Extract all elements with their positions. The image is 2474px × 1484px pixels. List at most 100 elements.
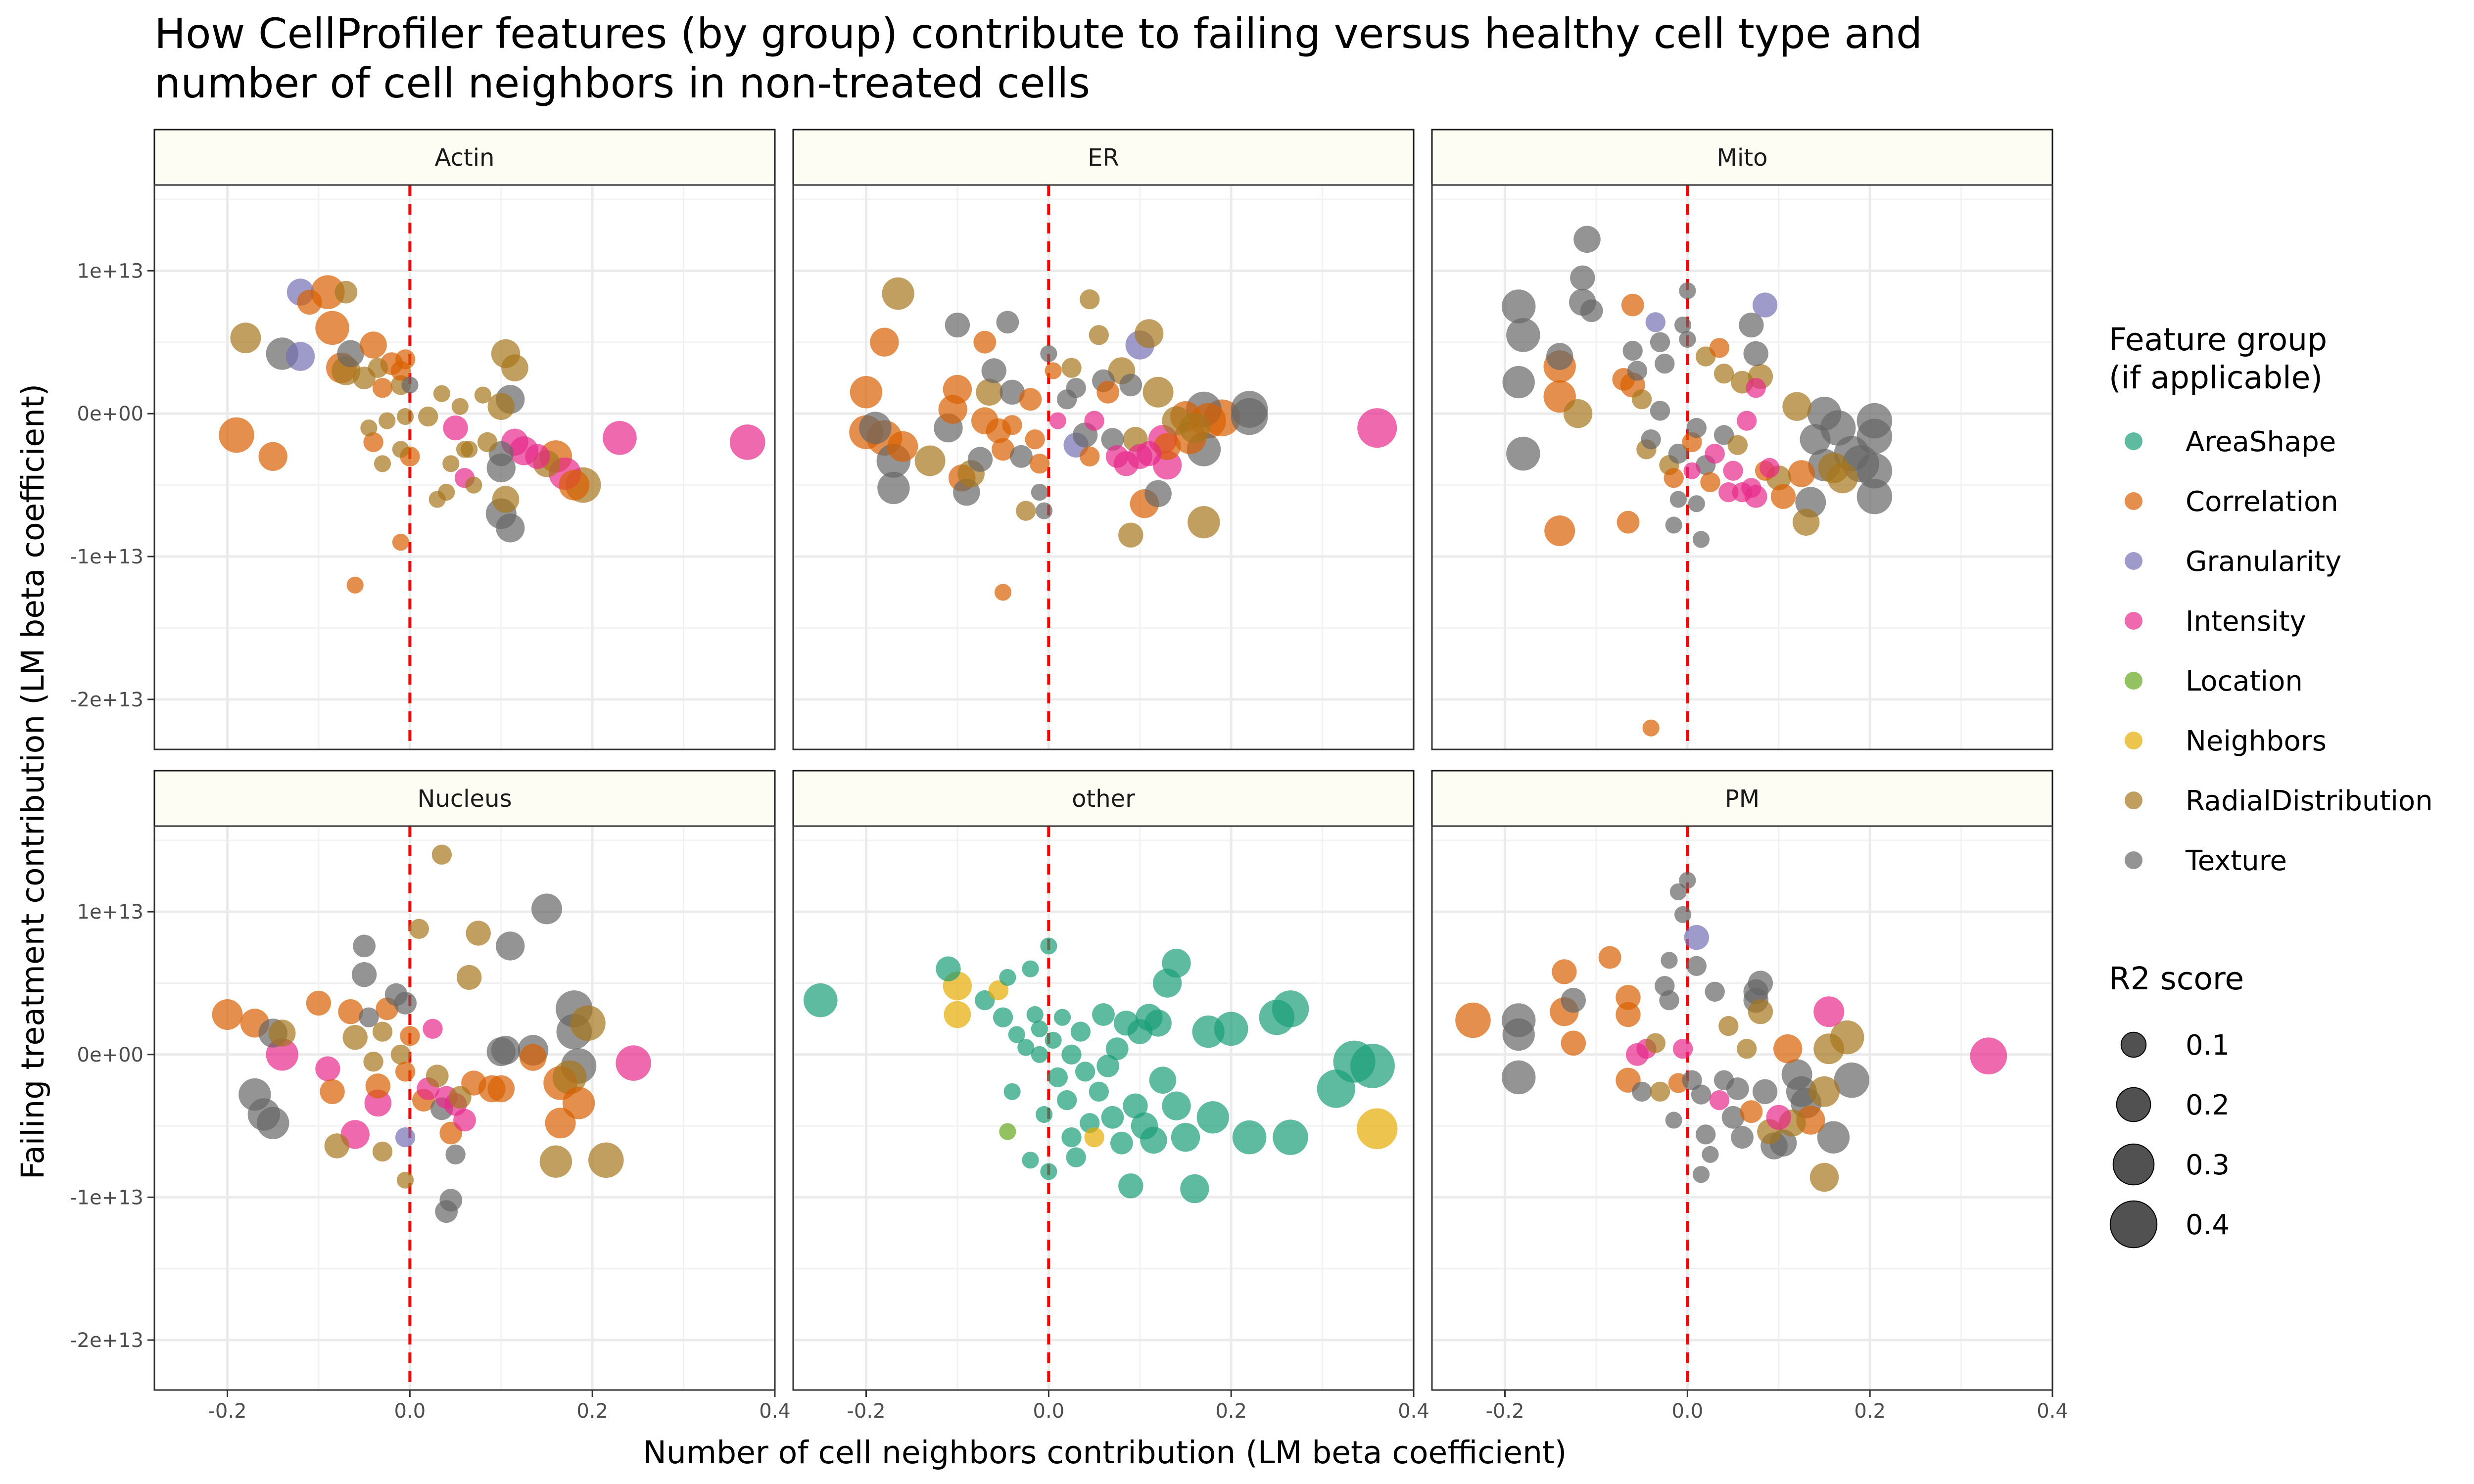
data-point xyxy=(936,956,961,981)
facet-strip xyxy=(792,129,1415,186)
data-point xyxy=(1026,1006,1044,1023)
facet-strip-label: Nucleus xyxy=(417,785,512,813)
data-point xyxy=(1061,1044,1082,1065)
data-point xyxy=(1631,1081,1652,1102)
x-tick-label: 0.2 xyxy=(1854,1400,1886,1423)
data-point xyxy=(1356,1108,1398,1150)
data-point xyxy=(1856,453,1893,489)
data-point xyxy=(372,1021,393,1042)
panel-border xyxy=(792,184,1415,750)
data-point xyxy=(465,476,482,494)
facet-strip-label: PM xyxy=(1725,785,1760,813)
data-point xyxy=(1089,325,1109,345)
data-point xyxy=(1506,436,1540,471)
data-point xyxy=(1080,446,1100,466)
data-point xyxy=(945,312,970,338)
legend-color-key xyxy=(2125,552,2142,570)
data-point xyxy=(491,1035,521,1065)
data-point xyxy=(372,378,393,398)
legend-size-label: 0.4 xyxy=(2186,1209,2230,1241)
data-point xyxy=(887,431,918,462)
data-point xyxy=(1682,1070,1702,1090)
data-point xyxy=(877,471,910,505)
y-tick-label: -1e+13 xyxy=(70,546,143,568)
data-point xyxy=(1561,987,1586,1013)
data-point xyxy=(1003,1083,1021,1100)
data-point xyxy=(999,969,1016,986)
data-point xyxy=(1123,1093,1148,1118)
data-point xyxy=(1008,1026,1025,1043)
data-point xyxy=(257,1107,289,1139)
data-point xyxy=(1022,960,1039,977)
data-point xyxy=(495,513,525,543)
data-point xyxy=(1040,1163,1057,1180)
data-point xyxy=(365,1073,390,1099)
facet-strip-label: other xyxy=(1072,785,1135,813)
chart-title-line: number of cell neighbors in non-treated … xyxy=(154,59,1090,107)
data-point xyxy=(981,358,1006,383)
data-point xyxy=(1031,1046,1048,1063)
legend-color-title-line: Feature group xyxy=(2109,322,2327,358)
data-point xyxy=(466,921,491,946)
data-point xyxy=(1142,376,1174,408)
data-point xyxy=(545,1108,576,1139)
data-point xyxy=(1807,396,1842,431)
data-point xyxy=(428,491,446,508)
data-point xyxy=(1688,495,1705,512)
data-point xyxy=(1096,380,1120,404)
data-point xyxy=(1713,364,1734,384)
data-point xyxy=(1110,1131,1133,1155)
legend-color-title-line: (if applicable) xyxy=(2109,360,2323,396)
data-point xyxy=(306,990,332,1016)
data-point xyxy=(315,1056,340,1081)
data-point xyxy=(342,1024,368,1050)
data-point xyxy=(531,893,562,925)
data-point xyxy=(337,340,364,368)
data-point xyxy=(1049,412,1066,429)
data-point xyxy=(219,417,254,453)
data-point xyxy=(1022,1152,1039,1169)
data-point xyxy=(1089,1081,1109,1102)
data-point xyxy=(1357,408,1397,448)
facet-panels: Actin -2e+13 -1e+13 0e+00 1e+13 ER Mito Nucleus… xyxy=(70,129,2068,1423)
data-point xyxy=(1036,1106,1053,1123)
data-point xyxy=(1118,1173,1143,1199)
data-point xyxy=(1668,443,1689,464)
data-point xyxy=(258,442,287,471)
data-point xyxy=(1570,265,1595,290)
data-point xyxy=(999,379,1025,405)
data-point xyxy=(1817,1121,1850,1154)
data-point xyxy=(943,374,972,404)
data-point xyxy=(1642,719,1660,737)
data-point xyxy=(1501,1060,1536,1095)
x-tick-label: 0.2 xyxy=(576,1400,608,1423)
data-point xyxy=(1188,506,1220,539)
data-point xyxy=(1080,289,1100,310)
facet-strip-label: ER xyxy=(1088,144,1119,172)
data-point xyxy=(1105,445,1129,468)
legend-color-key xyxy=(2125,851,2142,869)
legend-size-key xyxy=(2112,1143,2155,1186)
data-point xyxy=(360,331,387,359)
data-point xyxy=(394,992,417,1015)
data-point xyxy=(1040,345,1057,363)
data-point xyxy=(1622,340,1643,361)
legend-size-key xyxy=(2116,1087,2151,1122)
data-point xyxy=(1045,1031,1062,1049)
data-point xyxy=(729,424,765,460)
data-point xyxy=(392,441,410,458)
data-point xyxy=(1616,1002,1641,1027)
legend-color-label: AreaShape xyxy=(2186,426,2336,458)
data-point xyxy=(1713,425,1734,445)
data-point xyxy=(1105,1037,1129,1061)
data-point xyxy=(1970,1037,2007,1074)
x-tick-label: 0.0 xyxy=(394,1400,426,1423)
data-point xyxy=(1659,990,1679,1011)
data-point xyxy=(495,931,525,961)
data-point xyxy=(1655,353,1675,374)
data-point xyxy=(1066,1147,1086,1167)
data-point xyxy=(995,584,1012,601)
y-tick-label: -1e+13 xyxy=(70,1186,143,1209)
data-point xyxy=(359,1007,379,1027)
data-point xyxy=(570,1005,606,1041)
